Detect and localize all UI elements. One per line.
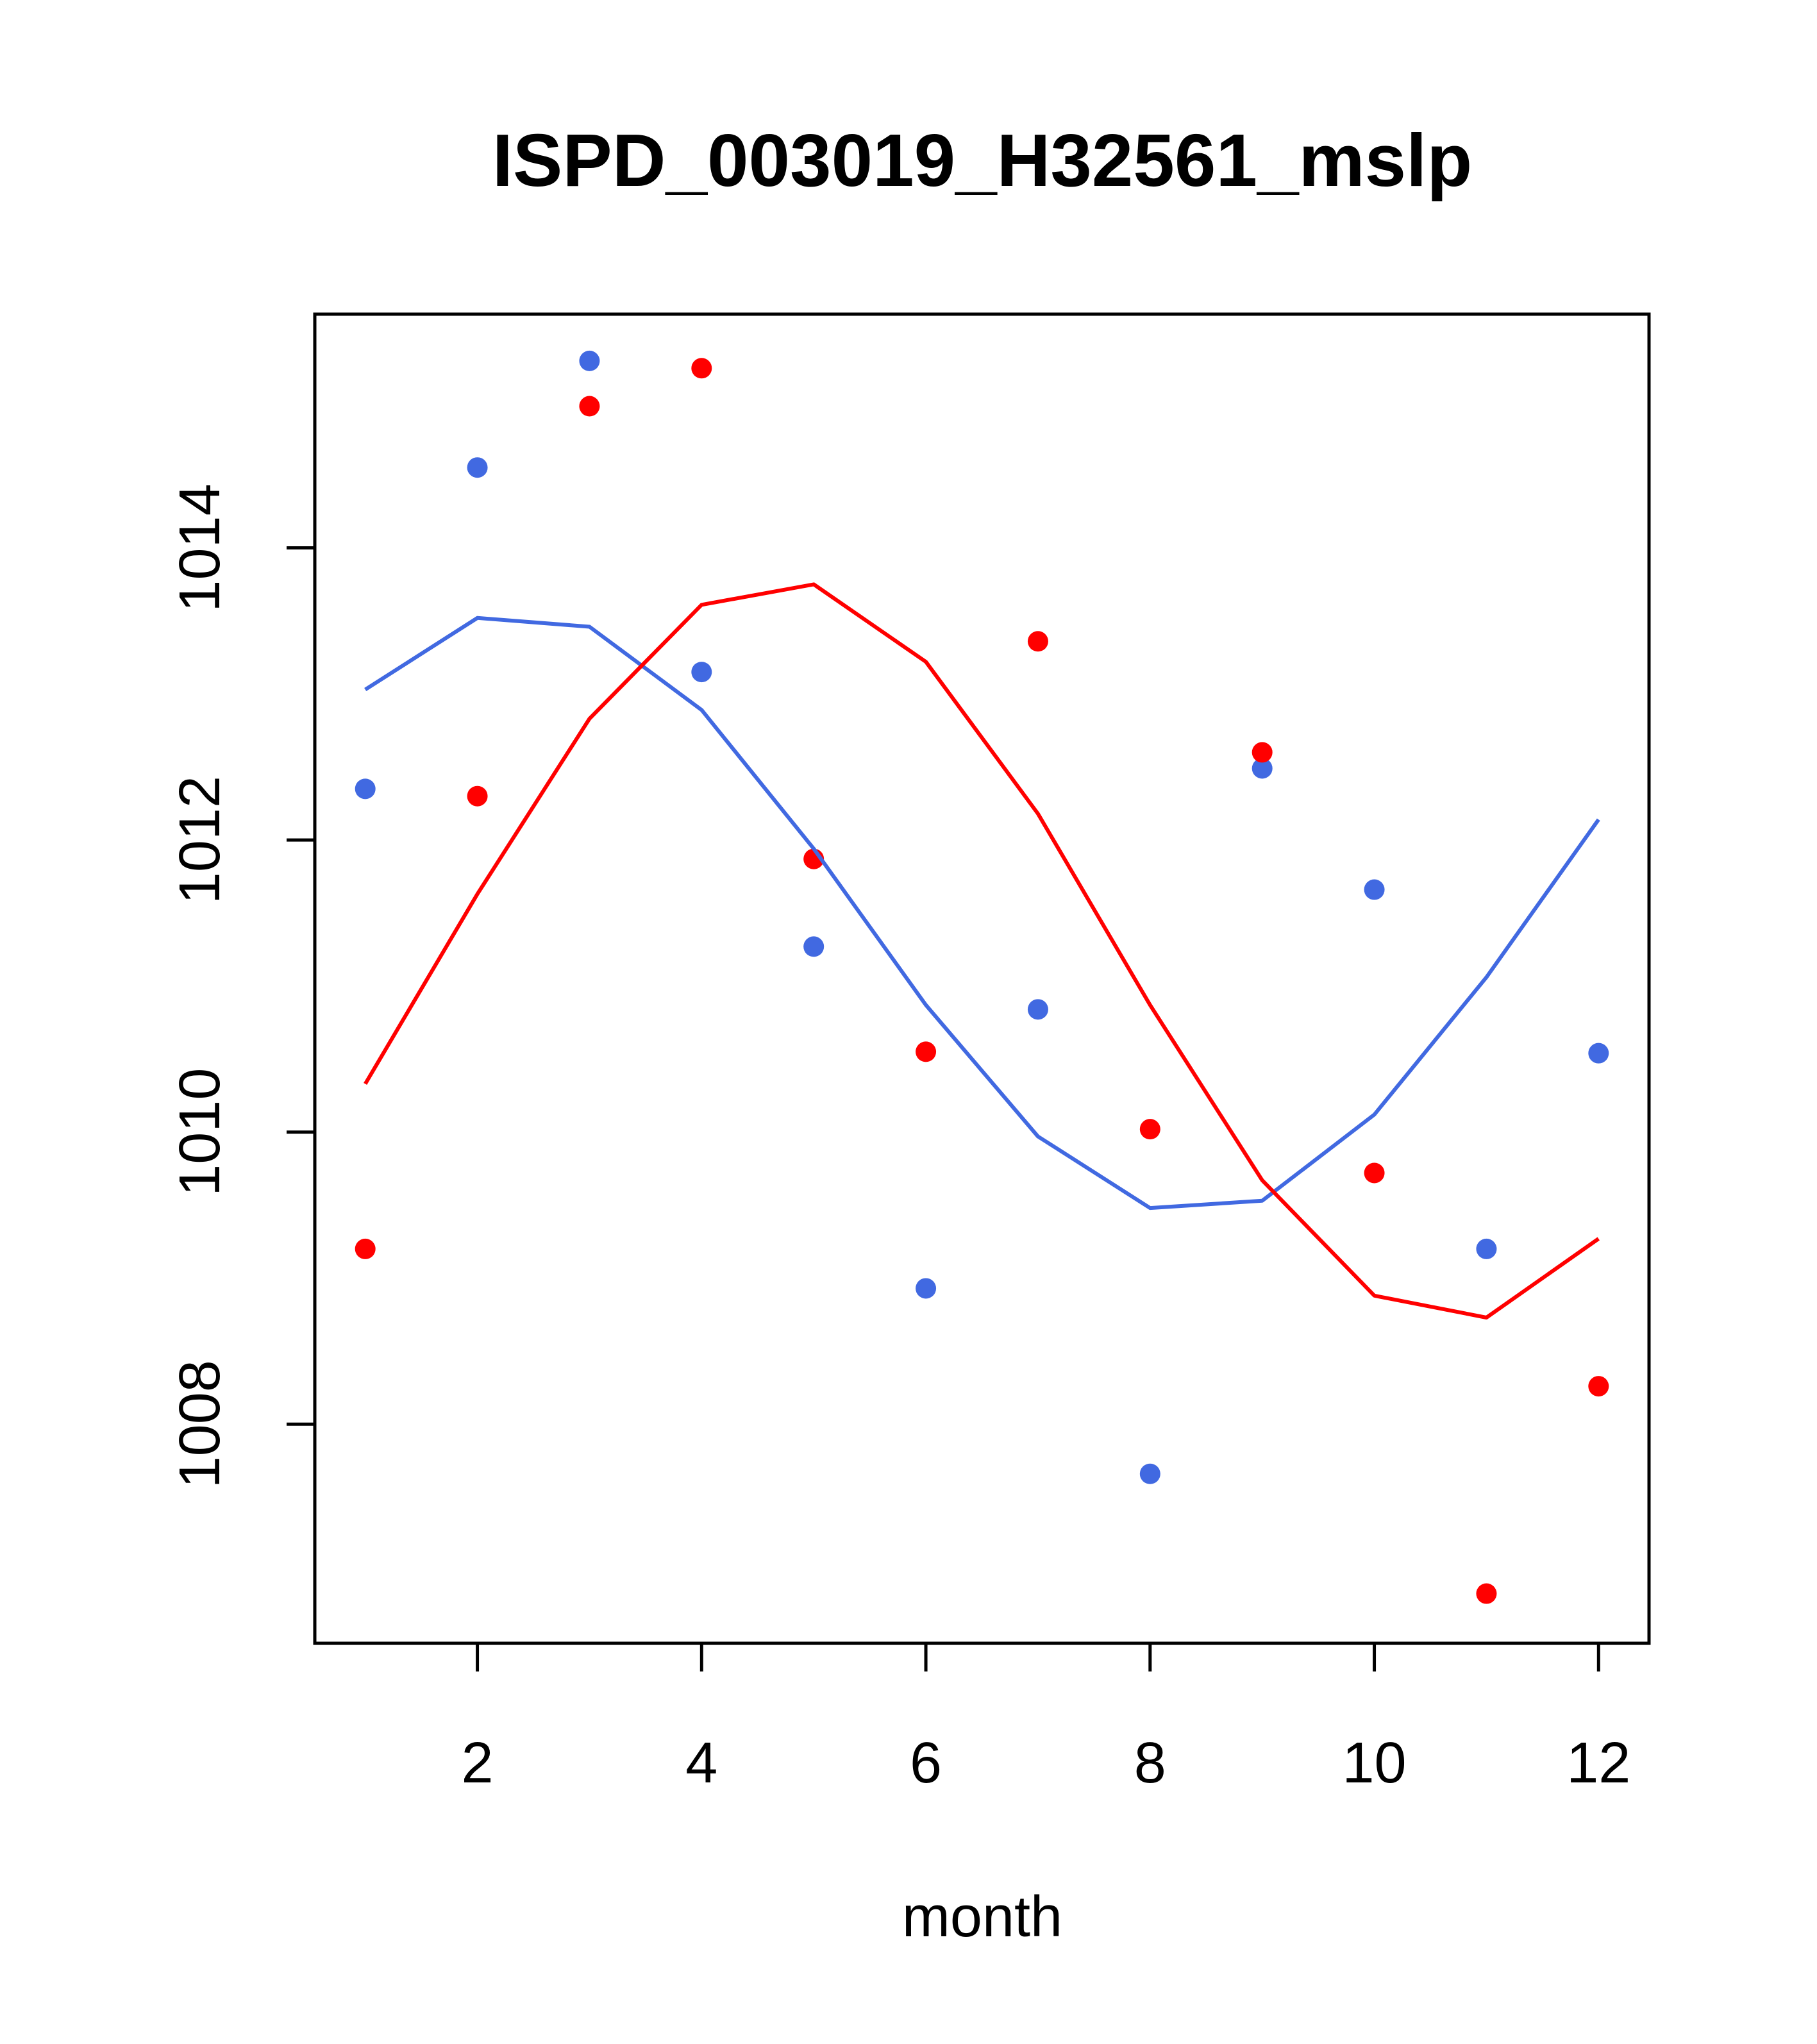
data-point-blue-points	[467, 457, 488, 478]
x-axis: 2 4 6 8 10 12	[462, 1643, 1630, 1795]
x-tick-label: 4	[685, 1731, 717, 1795]
y-axis: 1008 1010 1012 1014	[168, 483, 315, 1488]
data-point-blue-points	[803, 936, 825, 957]
data-point-blue-points	[1476, 1238, 1497, 1259]
chart-title: ISPD_003019_H32561_mslp	[492, 119, 1472, 202]
series-red-points	[355, 358, 1609, 1604]
data-point-red-points	[1027, 631, 1048, 652]
x-tick-label: 2	[462, 1731, 494, 1795]
data-point-blue-points	[579, 350, 600, 371]
x-tick-label: 12	[1566, 1731, 1630, 1795]
data-point-red-points	[1364, 1162, 1385, 1184]
data-point-blue-points	[1588, 1043, 1609, 1064]
data-point-red-points	[691, 358, 712, 379]
data-point-blue-points	[916, 1278, 937, 1299]
series-blue-line	[364, 616, 1600, 1210]
data-point-red-points	[916, 1041, 937, 1062]
data-point-red-points	[1476, 1583, 1497, 1604]
data-point-blue-points	[1364, 879, 1385, 900]
data-point-blue-points	[691, 662, 712, 683]
data-point-red-points	[1588, 1376, 1609, 1397]
series-layer	[355, 350, 1609, 1604]
y-tick-label: 1008	[168, 1360, 232, 1488]
x-tick-label: 6	[910, 1731, 942, 1795]
y-tick-label: 1014	[168, 483, 232, 612]
series-blue-points	[355, 350, 1609, 1484]
y-tick-label: 1010	[168, 1068, 232, 1196]
data-point-red-points	[1252, 742, 1273, 763]
data-point-blue-points	[355, 778, 376, 800]
data-point-blue-points	[1139, 1463, 1160, 1484]
data-point-red-points	[579, 396, 600, 417]
x-tick-label: 10	[1343, 1731, 1407, 1795]
x-axis-label: month	[902, 1885, 1062, 1949]
data-point-red-points	[355, 1238, 376, 1259]
data-point-blue-points	[1027, 999, 1048, 1020]
plot-frame	[313, 312, 1651, 1645]
series-red-line	[364, 582, 1600, 1319]
data-point-blue-points	[1252, 758, 1273, 779]
x-tick-label: 8	[1134, 1731, 1166, 1795]
data-point-red-points	[1139, 1119, 1160, 1140]
y-tick-label: 1012	[168, 776, 232, 904]
data-point-red-points	[467, 785, 488, 807]
